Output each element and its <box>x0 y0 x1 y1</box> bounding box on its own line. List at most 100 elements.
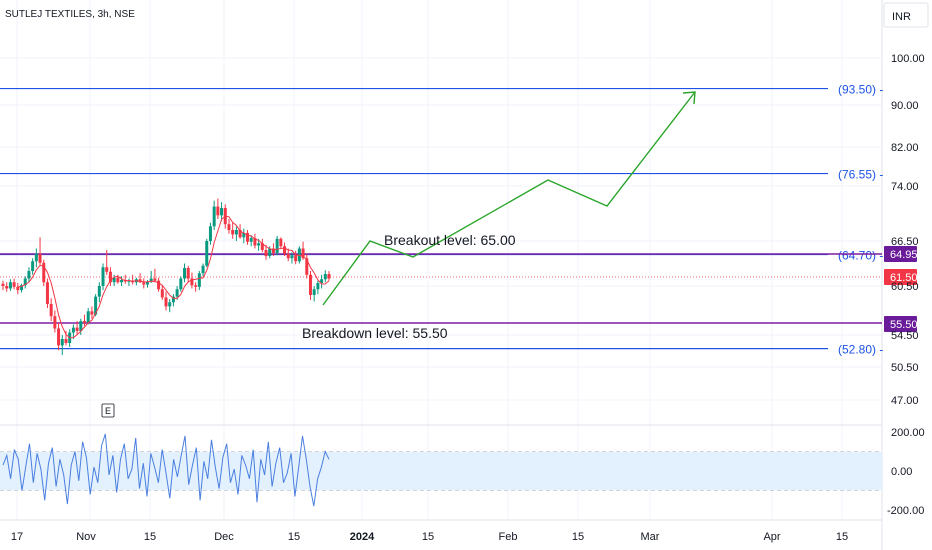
y-tick-label: 66.50 <box>891 236 919 248</box>
candle-body <box>149 278 153 282</box>
candle-body <box>179 278 183 290</box>
candle-body <box>83 321 86 323</box>
y-tick-label: 47.00 <box>891 395 919 407</box>
candle-body <box>305 258 309 275</box>
price-tags: 64.95 61.50 55.50 <box>884 246 918 332</box>
x-tick-label: Mar <box>641 531 660 543</box>
candle-body <box>316 283 320 290</box>
x-tick-label: 17 <box>11 531 23 543</box>
currency-button[interactable] <box>883 2 929 28</box>
candle-body <box>157 280 161 290</box>
candle-body <box>197 273 201 287</box>
x-tick-label: 15 <box>572 531 584 543</box>
candle-body <box>171 296 175 303</box>
candle-body <box>60 339 64 346</box>
oscillator-line <box>2 433 330 507</box>
candle-body <box>8 282 12 289</box>
candle-body <box>145 281 149 285</box>
price-tag-label: 61.50 <box>890 272 918 284</box>
candle-body <box>75 327 79 331</box>
candle-body <box>101 267 105 286</box>
candle-body <box>105 267 109 272</box>
y-tick-label: 82.00 <box>891 142 919 154</box>
price-tag-label: 64.95 <box>890 249 918 261</box>
candle-body <box>127 280 131 282</box>
candle-body <box>212 206 216 227</box>
candle-body <box>205 241 209 266</box>
candle-body <box>257 243 261 246</box>
candle-body <box>220 208 224 216</box>
candle-body <box>279 238 283 247</box>
candle-body <box>216 206 220 216</box>
y-tick-label: 100.00 <box>891 53 925 65</box>
candle-body <box>201 265 205 274</box>
candle-body <box>249 238 253 242</box>
candle-body <box>194 285 198 287</box>
candle-body <box>12 282 16 287</box>
candle-body <box>49 303 53 317</box>
candle-body <box>175 289 179 297</box>
price-tag <box>884 316 917 332</box>
price-tag <box>884 246 917 262</box>
oscillator-ticks: 200.00 0.00 -200.00 <box>887 427 925 517</box>
candle-body <box>53 316 57 329</box>
y-axis-ticks: 100.00 90.00 82.00 74.00 66.50 60.50 54.50 50.5… <box>891 53 925 407</box>
candle-body <box>264 250 268 256</box>
candle-body <box>190 278 194 286</box>
candle-body <box>301 248 305 259</box>
candle-body <box>208 226 212 241</box>
candle-body <box>27 271 31 279</box>
level-label: (64.70) - <box>838 249 883 263</box>
y-tick-label: 54.50 <box>891 330 919 342</box>
oscillator-band <box>0 452 882 490</box>
candle-body <box>268 248 272 256</box>
candle-body <box>71 327 75 333</box>
candle-body <box>90 311 94 315</box>
horizontal-levels: (93.50) - (76.55) - (64.70) - (52.80) - <box>0 83 883 357</box>
candle-body <box>160 289 164 298</box>
candle-body <box>283 246 287 254</box>
projection-arrowhead <box>682 91 696 105</box>
candles <box>1 198 331 355</box>
candle-body <box>271 248 275 253</box>
candle-body <box>45 282 49 304</box>
candle-body <box>327 274 331 279</box>
candle-body <box>38 253 42 263</box>
x-tick-label: Nov <box>76 531 96 543</box>
price-tag-label: 55.50 <box>890 319 918 331</box>
x-tick-label: Feb <box>499 531 518 543</box>
candle-body <box>231 230 235 235</box>
x-tick-label: 15 <box>144 531 156 543</box>
candle-body <box>320 279 324 283</box>
candle-body <box>64 339 68 343</box>
candle-body <box>253 238 257 246</box>
breakout-annotation: Breakout level: 65.00 <box>384 232 516 248</box>
x-tick-label: 15 <box>288 531 300 543</box>
candle-body <box>153 278 157 281</box>
candle-body <box>57 328 61 346</box>
candle-body <box>86 311 90 323</box>
candle-body <box>260 243 264 250</box>
currency-label: INR <box>892 11 911 23</box>
x-tick-label: 2024 <box>350 531 375 543</box>
candle-body <box>286 253 290 259</box>
candle-body <box>227 224 231 230</box>
price-tag <box>884 269 917 285</box>
candle-body <box>142 282 146 285</box>
candle-body <box>290 255 294 259</box>
candle-body <box>16 286 20 291</box>
candle-body <box>242 232 246 238</box>
y-tick-label: 74.00 <box>891 181 919 193</box>
x-tick-label: 15 <box>836 531 848 543</box>
oscillator-tick-label: 200.00 <box>891 427 925 439</box>
candle-body <box>312 289 316 295</box>
candle-body <box>1 283 5 286</box>
x-tick-label: Dec <box>214 531 234 543</box>
candle-body <box>297 248 301 262</box>
candle-body <box>34 253 38 262</box>
earnings-icon[interactable] <box>101 403 115 418</box>
x-axis-ticks: 17 Nov 15 Dec 15 2024 15 Feb 15 Mar Apr 15 <box>11 531 848 543</box>
candle-body <box>20 285 24 291</box>
breakdown-annotation: Breakdown level: 55.50 <box>302 325 448 341</box>
